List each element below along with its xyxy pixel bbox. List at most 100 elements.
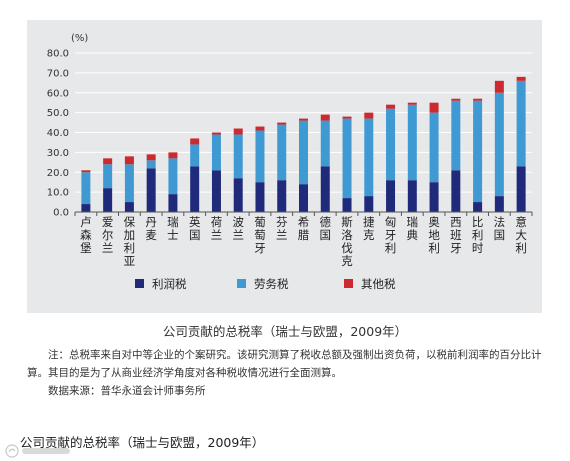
bar-segment [429, 112, 439, 183]
category-label: 荷兰 [211, 215, 223, 242]
category-label: 爱尔兰 [102, 215, 114, 255]
bar-segment [146, 154, 156, 161]
bar-segment [451, 100, 461, 171]
bar-segment [168, 158, 178, 195]
category-label: 捷克 [363, 215, 375, 242]
bar-segment [255, 126, 265, 131]
y-tick-label: 70.0 [47, 68, 69, 79]
legend-label: 劳务税 [254, 277, 289, 291]
bar-segment [320, 166, 330, 212]
bar-segment [299, 184, 308, 212]
bar-segment [168, 194, 178, 212]
bar-segment [494, 80, 504, 93]
bar-segment [168, 152, 178, 159]
bar-segment [103, 158, 113, 165]
bar-segment [320, 120, 330, 167]
y-tick-label: 60.0 [47, 88, 69, 99]
bar-segment [494, 92, 504, 197]
footer-title: 公司贡献的总税率（瑞士与欧盟，2009年） [20, 435, 265, 450]
bar-segment [364, 112, 374, 119]
legend-swatch [237, 279, 246, 288]
category-label: 斯洛伐克 [341, 215, 353, 268]
y-tick-label: 10.0 [47, 188, 69, 199]
bar-segment [342, 118, 352, 199]
bar-segment [81, 204, 91, 212]
y-tick-label: 40.0 [47, 128, 69, 139]
bar-segment [386, 104, 396, 109]
legend-swatch [344, 279, 353, 288]
category-label: 法国 [494, 215, 506, 242]
y-unit-label: (%) [71, 33, 88, 44]
bar-segment [81, 170, 91, 173]
bar-segment [364, 118, 374, 197]
category-label: 意大利 [515, 215, 527, 255]
legend-label: 利润税 [152, 277, 187, 291]
bar-segment [516, 80, 526, 167]
category-label: 德国 [320, 215, 332, 242]
category-label: 英国 [189, 215, 201, 242]
bar-segment [277, 180, 287, 212]
bar-segment [190, 144, 200, 167]
bar-segment [473, 98, 483, 101]
legend-swatch [135, 279, 144, 288]
category-label: 希腊 [298, 215, 310, 242]
bar-segment [473, 100, 483, 203]
category-label: 波兰 [232, 215, 244, 242]
bar-segment [233, 128, 243, 135]
bar-segment [211, 134, 221, 171]
bar-segment [124, 202, 134, 212]
category-label: 芬兰 [276, 215, 288, 242]
y-tick-label: 50.0 [47, 108, 69, 119]
bar-segment [386, 180, 396, 212]
bar-segment [429, 182, 439, 212]
bar-segment [451, 98, 461, 101]
bar-segment [190, 166, 200, 212]
category-label: 奥地利 [428, 215, 440, 255]
bar-segment [473, 202, 483, 212]
category-label: 保加利亚 [124, 215, 136, 268]
y-tick-label: 0.0 [53, 208, 69, 219]
y-tick-label: 30.0 [47, 148, 69, 159]
bar-segment [190, 138, 200, 145]
data-source: 数据来源：普华永道会计师事务所 [48, 385, 206, 397]
legend-label: 其他税 [361, 277, 396, 291]
bar-segment [255, 182, 265, 212]
bar-segment [277, 122, 287, 125]
bar-segment [103, 164, 113, 189]
bar-segment [233, 134, 243, 179]
bar-segment [103, 188, 113, 212]
bar-segment [516, 166, 526, 212]
bar-segment [211, 132, 221, 135]
bar-segment [429, 102, 439, 113]
bar-segment [451, 170, 461, 212]
bar-segment [277, 124, 287, 181]
bar-segment [299, 118, 308, 121]
watermark-icon [5, 444, 70, 458]
category-label: 瑞典 [407, 215, 419, 242]
category-label: 丹麦 [145, 215, 157, 242]
stacked-bar-chart: (%) 0.0 10.0 20.0 30.0 40.0 50.0 60.0 70.0 80.0 卢… [47, 33, 533, 291]
category-label: 匈牙利 [385, 215, 397, 255]
bar-segment [299, 120, 308, 185]
y-tick-label: 80.0 [47, 49, 69, 60]
bar-segment [146, 160, 156, 169]
chart-caption: 公司贡献的总税率（瑞士与欧盟，2009年） [162, 324, 408, 339]
bar-segment [233, 178, 243, 212]
bar-segment [211, 170, 221, 212]
bar-segment [494, 196, 504, 212]
y-tick-label: 20.0 [47, 168, 69, 179]
chart-panel: (%) 0.0 10.0 20.0 30.0 40.0 50.0 60.0 70.0 80.0 卢… [27, 20, 542, 313]
bar-segment [342, 198, 352, 212]
bar-segment [81, 172, 91, 205]
category-label: 西班牙 [450, 215, 462, 255]
category-label: 葡萄牙 [254, 215, 266, 255]
bar-segment [516, 76, 526, 81]
bar-segment [320, 114, 330, 121]
category-label: 比利时 [472, 215, 484, 255]
bar-segment [342, 116, 352, 119]
bar-segment [407, 102, 417, 105]
bar-segment [146, 168, 156, 212]
bar-segment [407, 104, 417, 181]
category-label: 卢森堡 [80, 215, 92, 255]
bar-segment [364, 196, 374, 212]
